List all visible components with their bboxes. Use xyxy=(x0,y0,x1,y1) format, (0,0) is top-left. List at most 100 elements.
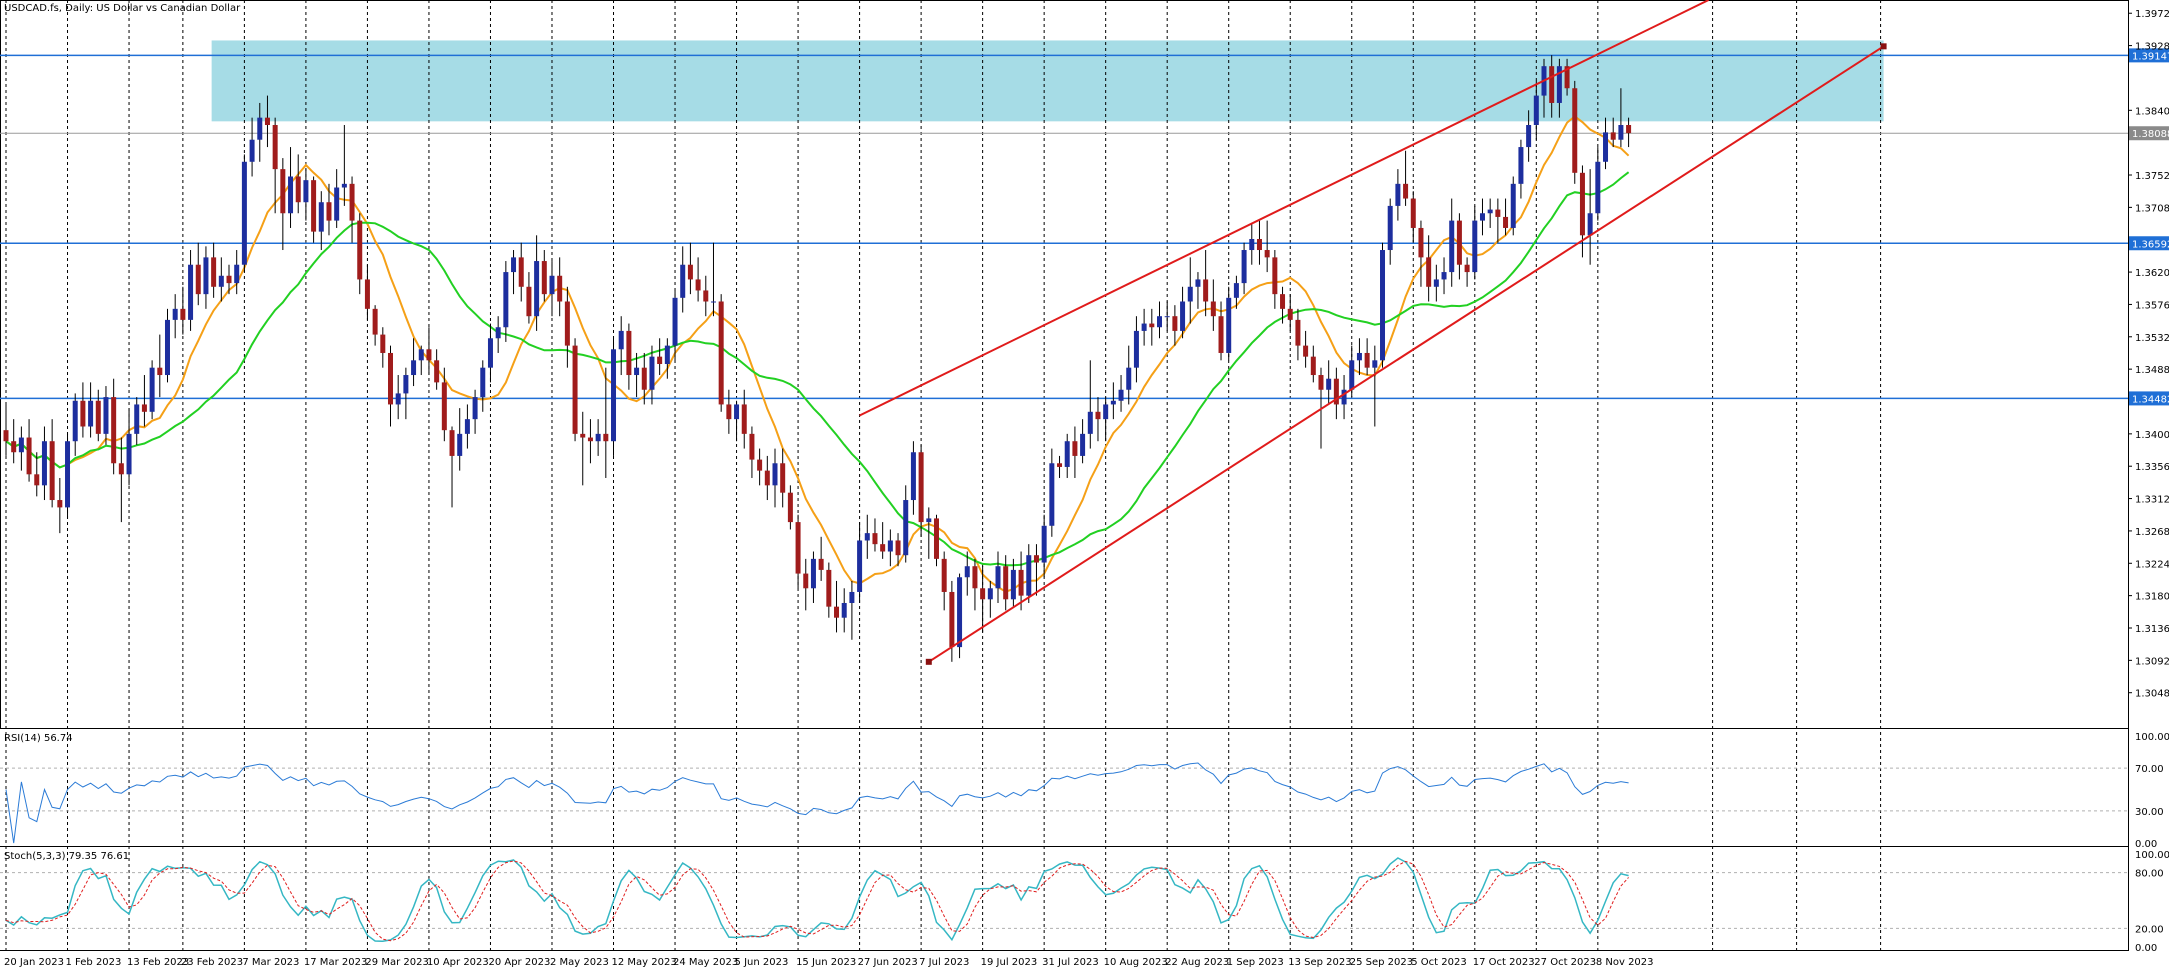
time-axis-label: 17 Oct 2023 xyxy=(1473,957,1535,968)
candle-bear xyxy=(826,569,832,607)
time-axis-label: 7 Jul 2023 xyxy=(919,957,969,968)
candle-bull xyxy=(1372,360,1378,368)
candle-bull xyxy=(1195,279,1201,287)
candle-bull xyxy=(134,404,140,434)
stoch-axis-label: 20.00 xyxy=(2135,924,2164,935)
candle-bear xyxy=(1218,316,1224,353)
candle-bull xyxy=(1157,316,1162,328)
candle-bear xyxy=(1003,566,1009,600)
candle-bear xyxy=(564,301,570,346)
candle-bull xyxy=(1349,360,1355,390)
candle-bull xyxy=(710,301,716,303)
price-axis-label: 1.35320 xyxy=(2135,333,2169,344)
candle-bear xyxy=(1295,319,1301,346)
time-axis-label: 25 Sep 2023 xyxy=(1350,957,1413,968)
candle-bear xyxy=(933,518,939,559)
candle-bull xyxy=(1341,389,1347,405)
candle-bull xyxy=(1603,132,1609,162)
chart-title: USDCAD.fs, Daily: US Dollar vs Canadian … xyxy=(4,3,241,14)
candle-bull xyxy=(241,161,247,265)
candle-bull xyxy=(864,533,870,541)
candle-bull xyxy=(457,433,463,456)
candle-bull xyxy=(341,183,347,188)
candle-bear xyxy=(764,470,770,486)
candle-bull xyxy=(318,202,324,232)
moving-average-slow-line xyxy=(5,171,1630,567)
candle-bear xyxy=(741,404,747,434)
candle-bear xyxy=(380,334,386,353)
candle-bear xyxy=(1172,316,1178,331)
candle-bull xyxy=(849,591,855,603)
candle-bear xyxy=(1095,411,1101,420)
candle-bear xyxy=(49,441,55,501)
price-level-tag-label: 1.39147 xyxy=(2132,51,2169,62)
candle-bull xyxy=(1064,441,1070,467)
time-axis-label: 19 Jul 2023 xyxy=(981,957,1038,968)
candle-bull xyxy=(1387,205,1393,251)
time-axis-label: 10 Aug 2023 xyxy=(1104,957,1168,968)
candle-bull xyxy=(334,187,340,221)
price-axis-label: 1.33120 xyxy=(2135,495,2169,506)
candle-bull xyxy=(680,264,686,298)
candle-bull xyxy=(887,540,893,552)
candle-bull xyxy=(495,327,501,339)
price-level-tag xyxy=(2129,48,2169,63)
rsi-layer: 100.00 70.00 30.00 0.00 xyxy=(0,732,2169,850)
resistance-zone-layer xyxy=(211,40,1884,122)
candle-bull xyxy=(1080,433,1086,456)
time-axis-label: 1 Sep 2023 xyxy=(1227,957,1284,968)
candle-bull xyxy=(734,404,740,420)
price-axis-label: 1.39280 xyxy=(2135,42,2169,53)
price-axis-label: 1.31800 xyxy=(2135,592,2169,603)
price-axis-label: 1.32240 xyxy=(2135,559,2169,570)
candle-bear xyxy=(34,474,40,486)
candle-bull xyxy=(487,338,493,368)
channel-upper-line xyxy=(859,0,1710,417)
candle-bear xyxy=(787,492,793,523)
candle-bull xyxy=(1326,378,1332,390)
price-axis-label: 1.38400 xyxy=(2135,106,2169,117)
candle-bear xyxy=(641,367,647,390)
candle-bull xyxy=(88,400,94,427)
candle-bear xyxy=(111,397,117,464)
time-axis-label: 17 Mar 2023 xyxy=(304,957,367,968)
channel-lower-line xyxy=(928,45,1885,663)
candle-bear xyxy=(118,463,124,475)
rsi-axis-label: 70.00 xyxy=(2135,764,2164,775)
candle-bear xyxy=(388,352,393,405)
time-axis-label: 31 Jul 2023 xyxy=(1042,957,1099,968)
time-axis-label: 10 Apr 2023 xyxy=(427,957,489,968)
moving-averages-layer xyxy=(5,115,1630,593)
stoch-axis-label: 80.00 xyxy=(2135,869,2164,880)
candle-bear xyxy=(95,400,101,434)
candle-bear xyxy=(834,606,840,618)
candle-bull xyxy=(1472,220,1478,273)
time-axis-label: 12 May 2023 xyxy=(612,957,677,968)
candle-bull xyxy=(649,356,655,390)
candle-bear xyxy=(695,279,701,291)
price-axis-layer: 1.39147 1.36592 1.34482 1.38088 1.39720 1.392… xyxy=(2128,9,2169,700)
candle-bear xyxy=(1410,198,1416,228)
candle-bull xyxy=(411,360,417,376)
candle-bear xyxy=(1456,220,1462,265)
price-axis-label: 1.39720 xyxy=(2135,9,2169,20)
price-axis-label: 1.37520 xyxy=(2135,171,2169,182)
candle-bull xyxy=(1618,125,1624,140)
price-axis-label: 1.34000 xyxy=(2135,430,2169,441)
price-axis-label: 1.35760 xyxy=(2135,300,2169,311)
candle-bull xyxy=(1533,95,1539,126)
candle-bull xyxy=(288,176,294,214)
candle-bull xyxy=(464,419,470,434)
candle-bear xyxy=(1318,375,1324,390)
candle-bull xyxy=(957,577,963,648)
candle-bear xyxy=(1287,308,1293,320)
candle-bull xyxy=(1133,330,1139,368)
candle-bear xyxy=(57,500,63,508)
candle-bull xyxy=(857,540,863,592)
candle-bull xyxy=(1026,555,1032,596)
stochastic-layer: 100.00 80.00 20.00 0.00 xyxy=(0,850,2169,954)
candle-bear xyxy=(1572,88,1578,173)
time-axis-label: 2 May 2023 xyxy=(550,957,609,968)
candle-bear xyxy=(311,180,317,232)
